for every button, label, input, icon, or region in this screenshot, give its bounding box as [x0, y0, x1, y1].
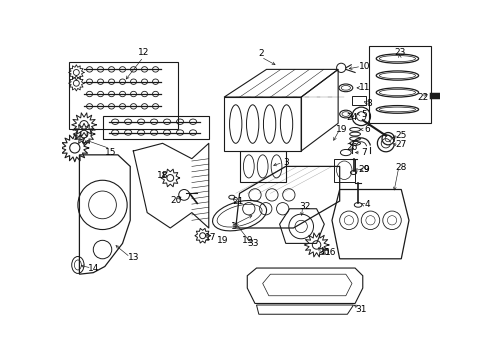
Text: 13: 13: [127, 253, 139, 262]
Text: 4: 4: [365, 201, 370, 210]
Text: 26: 26: [346, 143, 358, 152]
Text: 21: 21: [232, 197, 244, 206]
Text: 15: 15: [104, 148, 116, 157]
Text: 33: 33: [247, 239, 259, 248]
Text: 19: 19: [336, 125, 347, 134]
Text: 7: 7: [362, 148, 367, 157]
Bar: [352, 95, 366, 105]
Text: 6: 6: [365, 125, 370, 134]
Text: 29: 29: [359, 165, 370, 174]
Text: 3: 3: [283, 158, 289, 167]
Text: 23: 23: [394, 48, 405, 57]
Text: 27: 27: [395, 140, 407, 149]
Text: 30: 30: [318, 248, 330, 257]
Text: 31: 31: [355, 305, 367, 314]
Text: 19: 19: [217, 236, 228, 245]
Text: 10: 10: [359, 62, 370, 71]
Text: 25: 25: [395, 131, 407, 140]
Text: 2: 2: [258, 49, 264, 58]
Text: 19: 19: [242, 236, 253, 245]
Text: 16: 16: [325, 248, 336, 257]
Text: 12: 12: [138, 48, 149, 57]
Bar: [69, 62, 178, 130]
Text: 32: 32: [299, 202, 311, 211]
Bar: [102, 116, 209, 139]
Text: 8: 8: [366, 99, 372, 108]
Bar: [369, 46, 431, 123]
Text: 17: 17: [204, 233, 216, 242]
Text: 1: 1: [230, 222, 236, 231]
Text: 5: 5: [362, 109, 367, 118]
Text: 28: 28: [395, 163, 407, 172]
Text: 20: 20: [171, 196, 182, 205]
Text: 18: 18: [157, 171, 169, 180]
Text: 22: 22: [417, 93, 428, 102]
Text: 24: 24: [346, 113, 358, 122]
Text: 14: 14: [88, 264, 99, 273]
Text: 9: 9: [364, 165, 369, 174]
Text: 11: 11: [359, 84, 371, 93]
